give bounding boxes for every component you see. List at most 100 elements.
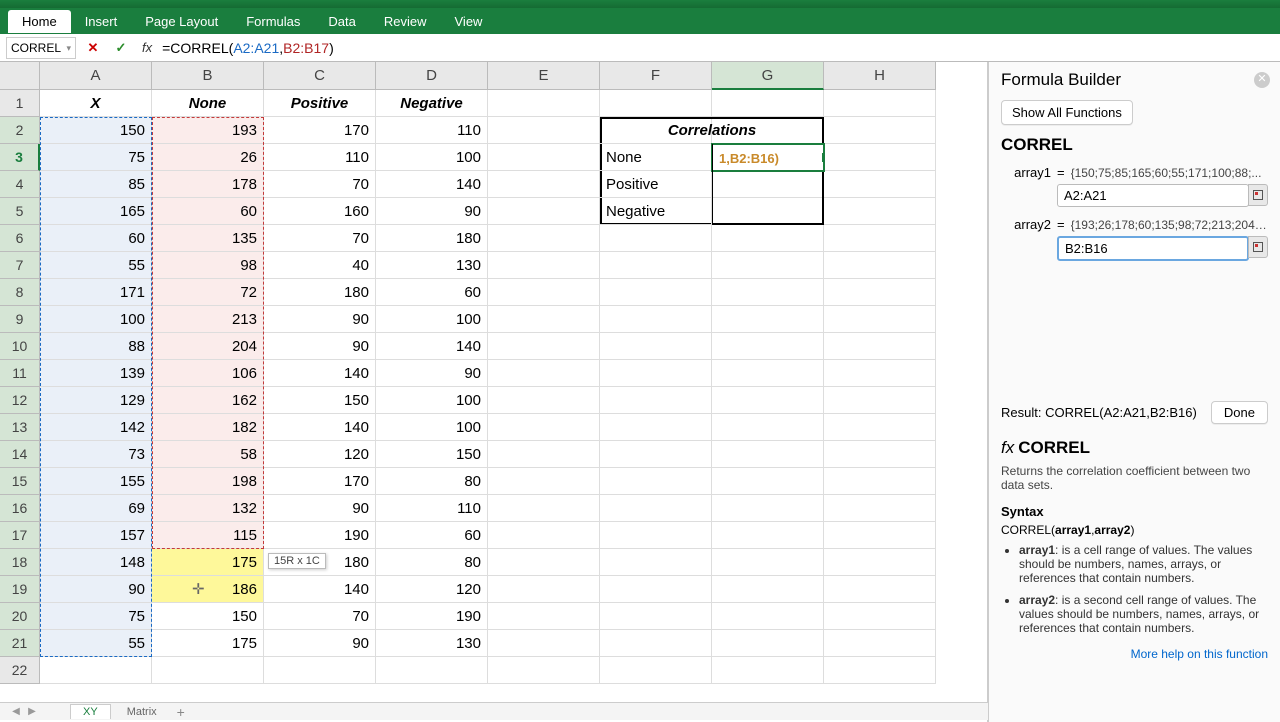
row-header[interactable]: 1 <box>0 90 40 117</box>
ribbon-tab-view[interactable]: View <box>441 10 497 33</box>
cell[interactable]: 100 <box>376 144 488 171</box>
column-header[interactable]: E <box>488 62 600 90</box>
select-all-corner[interactable] <box>0 62 40 90</box>
cell[interactable]: 213 <box>152 306 264 333</box>
cell[interactable]: 90 <box>376 360 488 387</box>
row-header[interactable]: 4 <box>0 171 40 198</box>
cell[interactable]: 73 <box>40 441 152 468</box>
ribbon-tab-data[interactable]: Data <box>314 10 369 33</box>
sheet-tab[interactable]: Matrix <box>115 705 169 719</box>
cell[interactable] <box>712 657 824 684</box>
arg-input-array1[interactable] <box>1057 184 1249 207</box>
cell[interactable] <box>600 549 712 576</box>
cell[interactable] <box>488 117 600 144</box>
cell[interactable]: 190 <box>264 522 376 549</box>
cell[interactable]: 139 <box>40 360 152 387</box>
column-header[interactable]: A <box>40 62 152 90</box>
cell[interactable] <box>600 576 712 603</box>
cell[interactable]: 55 <box>40 252 152 279</box>
cell[interactable] <box>600 279 712 306</box>
cell[interactable]: 80 <box>376 549 488 576</box>
cell[interactable] <box>600 495 712 522</box>
cell[interactable] <box>600 333 712 360</box>
cell[interactable] <box>600 225 712 252</box>
cell[interactable] <box>488 360 600 387</box>
cell[interactable] <box>712 603 824 630</box>
cell[interactable]: 110 <box>376 495 488 522</box>
cell[interactable]: 88 <box>40 333 152 360</box>
cell[interactable]: 140 <box>264 360 376 387</box>
cell[interactable] <box>488 144 600 171</box>
cell[interactable]: 40 <box>264 252 376 279</box>
row-header[interactable]: 8 <box>0 279 40 306</box>
cell[interactable] <box>600 414 712 441</box>
cell[interactable]: 182 <box>152 414 264 441</box>
cell[interactable]: Positive <box>264 90 376 117</box>
cell[interactable] <box>712 468 824 495</box>
cell[interactable] <box>712 630 824 657</box>
column-header[interactable]: D <box>376 62 488 90</box>
range-picker-icon[interactable] <box>1248 236 1268 258</box>
cell[interactable] <box>600 630 712 657</box>
cell[interactable] <box>488 225 600 252</box>
cell[interactable]: 90 <box>264 630 376 657</box>
cell[interactable]: 106 <box>152 360 264 387</box>
cell[interactable] <box>712 279 824 306</box>
row-header[interactable]: 19 <box>0 576 40 603</box>
cell[interactable]: 129 <box>40 387 152 414</box>
cell[interactable]: 120 <box>376 576 488 603</box>
cell[interactable] <box>824 387 936 414</box>
cell[interactable] <box>600 657 712 684</box>
cell[interactable] <box>488 198 600 225</box>
cell[interactable]: 58 <box>152 441 264 468</box>
cell[interactable] <box>824 279 936 306</box>
cell[interactable]: 155 <box>40 468 152 495</box>
cell[interactable]: 90 <box>264 306 376 333</box>
fx-icon[interactable]: fx <box>142 40 152 55</box>
cell[interactable]: 148 <box>40 549 152 576</box>
cell[interactable]: 120 <box>264 441 376 468</box>
sheet-tab-active[interactable]: XY <box>70 704 111 719</box>
cell[interactable]: 100 <box>40 306 152 333</box>
cell[interactable]: 132 <box>152 495 264 522</box>
cell[interactable]: 70 <box>264 171 376 198</box>
cell[interactable] <box>712 549 824 576</box>
cell[interactable] <box>824 522 936 549</box>
row-header[interactable]: 7 <box>0 252 40 279</box>
column-header[interactable]: G <box>712 62 824 90</box>
cell[interactable]: 85 <box>40 171 152 198</box>
cell[interactable] <box>824 333 936 360</box>
cell[interactable]: 186 <box>152 576 264 603</box>
cell[interactable]: 130 <box>376 630 488 657</box>
cell[interactable] <box>824 252 936 279</box>
row-header[interactable]: 6 <box>0 225 40 252</box>
cell[interactable] <box>712 522 824 549</box>
row-header[interactable]: 11 <box>0 360 40 387</box>
cell[interactable] <box>488 252 600 279</box>
cell[interactable] <box>712 252 824 279</box>
row-header[interactable]: 13 <box>0 414 40 441</box>
cell[interactable] <box>152 657 264 684</box>
cell[interactable]: 175 <box>152 549 264 576</box>
cell[interactable] <box>712 360 824 387</box>
cell[interactable]: 150 <box>40 117 152 144</box>
cell[interactable]: 171 <box>40 279 152 306</box>
column-header[interactable]: H <box>824 62 936 90</box>
cell[interactable]: 100 <box>376 414 488 441</box>
cell[interactable] <box>824 360 936 387</box>
range-picker-icon[interactable] <box>1248 184 1268 206</box>
cell[interactable] <box>488 522 600 549</box>
row-header[interactable]: 18 <box>0 549 40 576</box>
cell[interactable] <box>488 306 600 333</box>
cell[interactable]: 115 <box>152 522 264 549</box>
cell[interactable] <box>712 441 824 468</box>
column-header[interactable]: B <box>152 62 264 90</box>
cell[interactable] <box>824 198 936 225</box>
cell[interactable]: 150 <box>152 603 264 630</box>
cell[interactable]: 55 <box>40 630 152 657</box>
cell[interactable] <box>488 630 600 657</box>
cell[interactable] <box>824 495 936 522</box>
cell[interactable]: 69 <box>40 495 152 522</box>
cell[interactable] <box>600 252 712 279</box>
cell[interactable] <box>488 171 600 198</box>
